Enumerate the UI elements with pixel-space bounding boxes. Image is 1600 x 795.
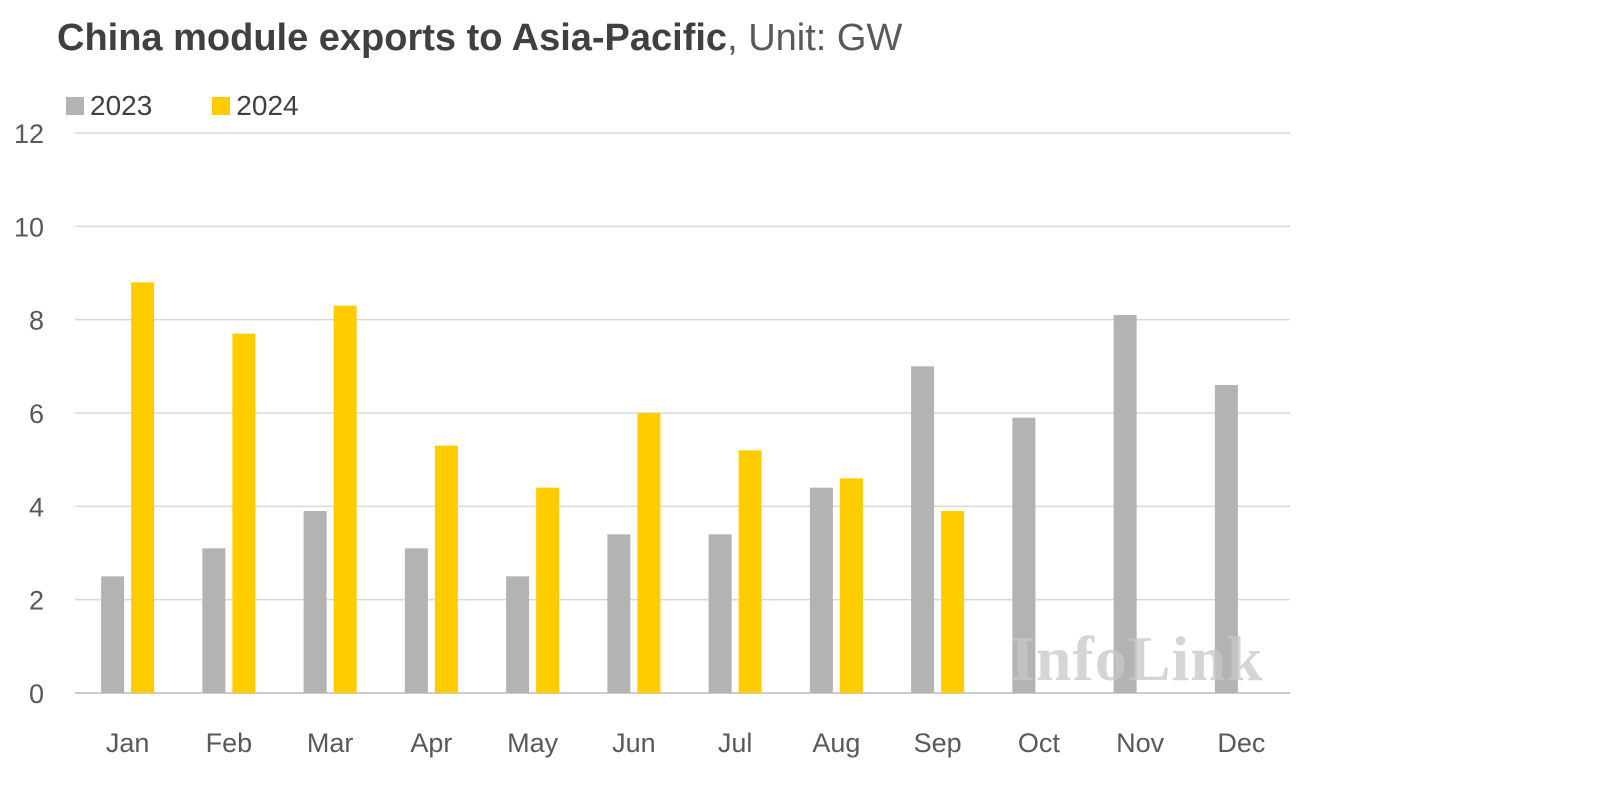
bar-2024-sep (941, 511, 965, 693)
bar-2024-may (536, 487, 560, 693)
bar-2024-aug (839, 478, 863, 693)
y-tick-label-0: 0 (29, 679, 44, 709)
legend-item-2024: 2024 (212, 90, 299, 122)
bar-2023-nov (1113, 315, 1137, 693)
y-tick-label-2: 2 (29, 586, 44, 616)
x-tick-label-sep: Sep (914, 728, 962, 758)
infolink-watermark: InfoLink (1010, 623, 1264, 694)
legend-swatch-2024 (212, 97, 231, 115)
bar-2023-jan (101, 576, 125, 693)
x-tick-label-nov: Nov (1116, 728, 1165, 758)
gridlines (75, 132, 1290, 694)
bar-2023-apr (404, 548, 428, 693)
legend-swatch-2023 (66, 97, 84, 115)
bar-2024-jan (131, 282, 155, 693)
legend-label-2023: 2023 (90, 90, 153, 121)
bars (101, 282, 1238, 693)
y-tick-label-6: 6 (29, 399, 44, 429)
chart-title: China module exports to Asia-Pacific, Un… (57, 14, 902, 62)
y-tick-label-12: 12 (14, 119, 44, 149)
x-tick-label-mar: Mar (307, 728, 354, 758)
x-tick-label-jan: Jan (106, 728, 150, 758)
bar-2023-aug (809, 487, 833, 693)
chart-legend: 2023 2024 (66, 88, 359, 124)
x-tick-label-may: May (507, 728, 559, 758)
bar-2023-jun (607, 534, 631, 693)
chart-title-unit: , Unit: GW (727, 17, 903, 59)
bar-2023-feb (202, 548, 226, 693)
bar-2023-sep (911, 366, 935, 693)
x-tick-label-aug: Aug (812, 728, 860, 758)
chart-title-main: China module exports to Asia-Pacific (57, 17, 728, 59)
legend-label-2024: 2024 (236, 90, 299, 121)
legend-item-2023: 2023 (66, 90, 152, 122)
bar-2023-mar (303, 511, 327, 693)
bar-2023-oct (1012, 417, 1036, 693)
bar-2023-may (506, 576, 530, 693)
y-tick-label-8: 8 (29, 306, 44, 336)
x-tick-label-jun: Jun (612, 728, 656, 758)
bar-2024-mar (333, 305, 357, 693)
x-tick-label-dec: Dec (1217, 728, 1265, 758)
y-tick-label-10: 10 (14, 212, 44, 242)
bar-2024-feb (232, 333, 256, 693)
x-axis: Jan Feb Mar Apr May Jun Jul Aug Sep Oct Nov Dec (106, 728, 1266, 758)
y-tick-label-4: 4 (29, 492, 44, 522)
x-tick-label-oct: Oct (1018, 728, 1061, 758)
y-axis: 0 2 4 6 8 10 12 (14, 119, 44, 709)
bar-2023-jul (708, 534, 732, 693)
x-tick-label-apr: Apr (410, 728, 452, 758)
x-tick-label-jul: Jul (718, 728, 753, 758)
bar-2024-apr (434, 445, 458, 693)
x-tick-label-feb: Feb (206, 728, 253, 758)
bar-2023-dec (1214, 385, 1238, 693)
bar-2024-jun (637, 413, 661, 693)
bar-2024-jul (738, 450, 762, 693)
